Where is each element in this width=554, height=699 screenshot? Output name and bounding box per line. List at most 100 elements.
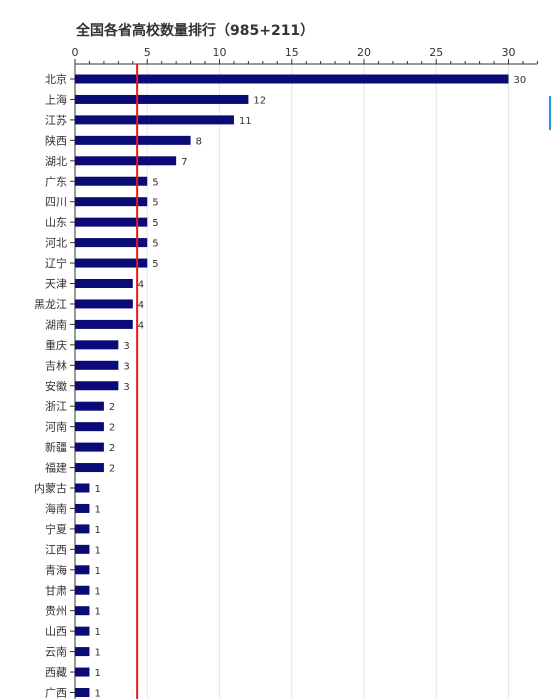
bar-30 (75, 688, 90, 697)
bar-19 (75, 463, 104, 473)
y-tick-label-16: 浙江 (45, 400, 67, 413)
value-label-26: 1 (94, 607, 100, 618)
y-tick-label-13: 重庆 (45, 338, 67, 352)
value-label-20: 1 (94, 484, 100, 495)
value-label-23: 1 (94, 545, 100, 556)
value-label-4: 7 (181, 157, 187, 168)
y-tick-label-27: 山西 (45, 625, 67, 638)
y-tick-label-28: 云南 (45, 646, 67, 659)
y-tick-label-7: 山东 (45, 216, 67, 229)
bar-24 (75, 565, 90, 575)
bar-12 (75, 319, 133, 329)
value-label-27: 1 (94, 627, 100, 638)
bar-22 (75, 524, 90, 534)
value-label-8: 5 (152, 239, 158, 250)
value-label-28: 1 (94, 648, 100, 659)
bar-15 (75, 381, 119, 391)
y-tick-label-30: 广西 (45, 687, 67, 699)
y-tick-label-10: 天津 (45, 278, 67, 291)
value-label-5: 5 (152, 177, 158, 188)
bar-1 (75, 94, 249, 104)
value-label-18: 2 (109, 443, 115, 454)
bar-11 (75, 299, 133, 309)
bar-26 (75, 606, 90, 616)
value-label-21: 1 (94, 504, 100, 515)
bar-16 (75, 401, 104, 411)
bar-18 (75, 442, 104, 452)
bar-14 (75, 360, 119, 370)
x-tick-label-5: 25 (429, 46, 443, 59)
y-tick-label-21: 海南 (45, 501, 67, 515)
bar-8 (75, 238, 148, 248)
value-label-2: 11 (239, 116, 252, 127)
y-tick-label-11: 黑龙江 (34, 298, 67, 311)
value-label-19: 2 (109, 464, 115, 475)
y-tick-label-22: 宁夏 (45, 522, 67, 536)
value-label-24: 1 (94, 566, 100, 577)
y-tick-label-4: 湖北 (45, 155, 67, 168)
y-tick-label-26: 贵州 (45, 605, 67, 618)
y-tick-label-17: 河南 (45, 421, 67, 434)
chart-title: 全国各省高校数量排行（985+211） (76, 23, 315, 39)
value-label-1: 12 (253, 95, 266, 106)
x-tick-label-1: 5 (144, 46, 151, 59)
value-label-25: 1 (94, 586, 100, 597)
x-tick-label-2: 10 (213, 46, 227, 59)
y-tick-label-19: 福建 (45, 461, 67, 475)
y-tick-label-18: 新疆 (45, 440, 67, 454)
value-label-15: 3 (123, 382, 129, 393)
bar-28 (75, 647, 90, 657)
value-label-14: 3 (123, 361, 129, 372)
bar-13 (75, 340, 119, 350)
value-label-17: 2 (109, 423, 115, 434)
value-label-0: 30 (514, 75, 527, 86)
bar-0 (75, 74, 509, 84)
y-tick-label-9: 辽宁 (45, 256, 67, 270)
y-tick-label-5: 广东 (45, 175, 67, 188)
value-label-9: 5 (152, 259, 158, 270)
y-tick-label-12: 湖南 (45, 318, 67, 331)
bar-10 (75, 279, 133, 288)
value-label-12: 4 (138, 320, 144, 331)
value-label-13: 3 (123, 341, 129, 352)
y-tick-label-24: 青海 (45, 563, 67, 577)
value-label-11: 4 (138, 300, 144, 311)
y-tick-label-23: 江西 (45, 543, 67, 556)
y-tick-label-6: 四川 (45, 196, 67, 209)
x-tick-label-4: 20 (357, 46, 371, 59)
value-label-7: 5 (152, 218, 158, 229)
value-label-29: 1 (94, 668, 100, 679)
bar-21 (75, 503, 90, 513)
bar-17 (75, 422, 104, 432)
bar-5 (75, 176, 148, 186)
value-label-6: 5 (152, 198, 158, 209)
bar-3 (75, 135, 191, 145)
value-label-3: 8 (196, 136, 202, 147)
y-tick-label-2: 江苏 (45, 114, 67, 127)
bar-4 (75, 156, 177, 166)
value-label-16: 2 (109, 402, 115, 413)
y-tick-label-14: 吉林 (45, 358, 67, 372)
y-tick-label-1: 上海 (45, 92, 67, 106)
bar-7 (75, 217, 148, 227)
y-tick-label-15: 安徽 (45, 379, 67, 393)
y-tick-label-3: 陕西 (45, 133, 67, 147)
bar-27 (75, 626, 90, 636)
x-tick-label-0: 0 (72, 46, 79, 59)
y-tick-label-8: 河北 (45, 237, 67, 250)
value-label-22: 1 (94, 525, 100, 536)
y-tick-label-29: 西藏 (45, 666, 67, 679)
bar-23 (75, 544, 90, 554)
bar-6 (75, 197, 148, 207)
bar-9 (75, 258, 148, 268)
bar-2 (75, 115, 234, 125)
x-tick-label-6: 30 (502, 46, 516, 59)
bar-25 (75, 585, 90, 595)
value-label-10: 4 (138, 280, 144, 291)
y-tick-label-0: 北京 (45, 72, 67, 86)
side-marker (549, 96, 551, 130)
bar-20 (75, 483, 90, 493)
value-label-30: 1 (94, 689, 100, 699)
y-tick-label-20: 内蒙古 (34, 481, 67, 495)
